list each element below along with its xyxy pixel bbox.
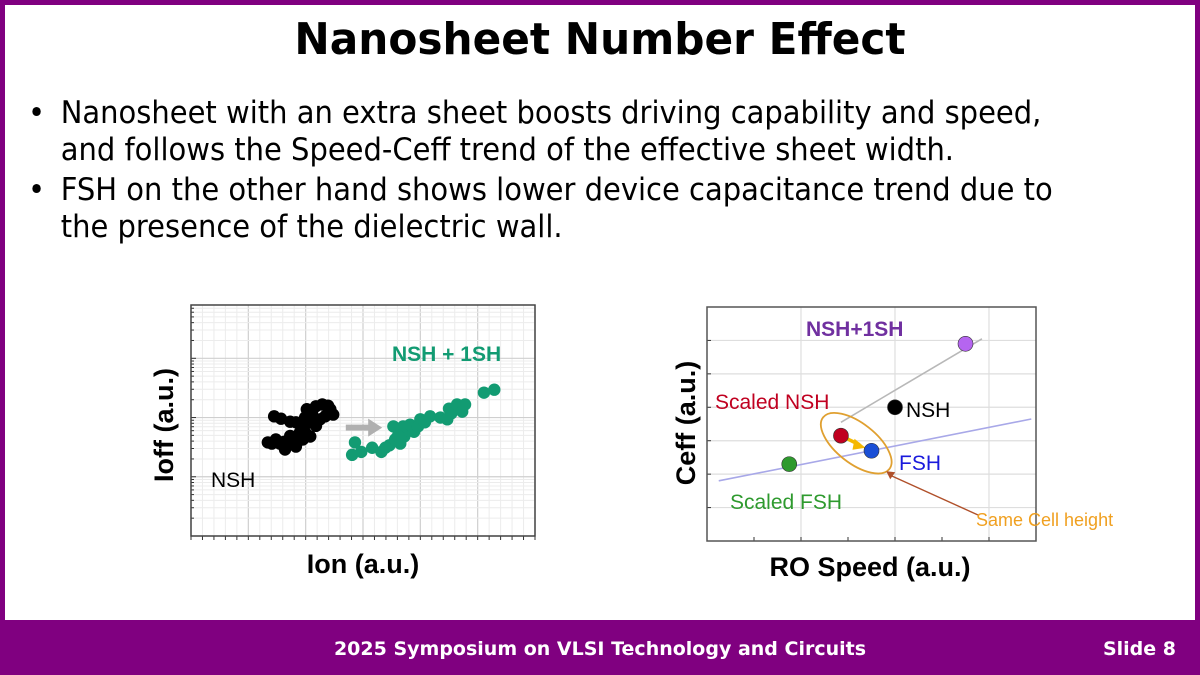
slide-number: Slide 8 bbox=[1102, 638, 1176, 660]
label-nsh-1sh: NSH+1SH bbox=[806, 318, 903, 341]
annotations bbox=[820, 412, 979, 516]
bullet-line: FSH on the other hand shows lower device… bbox=[60, 172, 1053, 208]
shift-arrow-head bbox=[852, 438, 866, 450]
bullet-line: and follows the Speed-Ceff trend of the … bbox=[60, 132, 955, 168]
slide-title: Nanosheet Number Effect bbox=[294, 14, 906, 65]
arrow-shaft bbox=[345, 424, 371, 431]
nsh-1sh-point bbox=[348, 436, 362, 449]
label-scaled-nsh: Scaled NSH bbox=[715, 391, 829, 414]
plot-frame bbox=[706, 306, 1037, 542]
scatter-points bbox=[261, 383, 501, 462]
nsh-1sh-point bbox=[391, 429, 405, 443]
ceff-ro-speed-chart: NSH+1SH NSH Scaled NSH FSH Scaled FSH Sa… bbox=[671, 306, 1113, 582]
nsh-1sh-point bbox=[477, 386, 491, 399]
bullet-line: Nanosheet with an extra sheet boosts dri… bbox=[60, 95, 1042, 131]
x-axis-label: Ion (a.u.) bbox=[307, 549, 419, 579]
scaled-fsh-point bbox=[781, 456, 798, 472]
fsh-point bbox=[863, 442, 880, 459]
nsh-1sh-point bbox=[488, 383, 501, 396]
nsh-1sh-point bbox=[423, 410, 437, 423]
scatter-points bbox=[781, 335, 974, 472]
arrow-head bbox=[368, 418, 383, 437]
footer-bar: 2025 Symposium on VLSI Technology and Ci… bbox=[0, 620, 1200, 675]
chart-grid bbox=[707, 307, 1036, 541]
nsh-1sh-point bbox=[957, 335, 974, 352]
nsh-1sh-point bbox=[458, 398, 472, 411]
plot-frame bbox=[190, 304, 536, 537]
nsh-1sh-point bbox=[355, 445, 368, 459]
y-axis-label: Ceff (a.u.) bbox=[671, 361, 701, 486]
label-fsh: FSH bbox=[899, 452, 941, 475]
x-axis-label: RO Speed (a.u.) bbox=[769, 552, 970, 582]
scaled-nsh-point bbox=[833, 427, 849, 444]
ioff-ion-chart: NSH + 1SH NSH Ion (a.u.) Ioff (a.u.) bbox=[149, 304, 536, 579]
point-labels: NSH+1SH NSH Scaled NSH FSH Scaled FSH Sa… bbox=[715, 318, 1113, 530]
label-scaled-fsh: Scaled FSH bbox=[730, 491, 842, 514]
bullet-marker: • bbox=[28, 172, 46, 208]
label-nsh: NSH bbox=[906, 399, 950, 422]
label-nsh-1sh: NSH + 1SH bbox=[392, 343, 501, 366]
nsh-point bbox=[304, 416, 317, 429]
callout-arrow-line bbox=[889, 474, 979, 516]
same-cell-ellipse bbox=[820, 412, 893, 475]
nsh-1sh-point bbox=[445, 407, 458, 420]
chart-grid bbox=[190, 305, 536, 537]
y-axis-label: Ioff (a.u.) bbox=[149, 368, 179, 482]
nsh-1sh-point bbox=[379, 441, 392, 454]
callout-arrow-head bbox=[886, 471, 896, 480]
trend-line bbox=[840, 338, 983, 424]
bullet-item: • FSH on the other hand shows lower devi… bbox=[28, 172, 1200, 246]
bullet-item: • Nanosheet with an extra sheet boosts d… bbox=[28, 95, 1200, 169]
shift-arrow bbox=[345, 418, 383, 437]
nsh-point bbox=[269, 433, 283, 446]
bullet-marker: • bbox=[28, 95, 46, 131]
nsh-point bbox=[887, 399, 903, 416]
nsh-1sh-point bbox=[387, 420, 400, 433]
label-nsh: NSH bbox=[211, 469, 255, 492]
bullet-list: • Nanosheet with an extra sheet boosts d… bbox=[28, 95, 1188, 249]
label-same-cell-height: Same Cell height bbox=[976, 510, 1113, 530]
bullet-line: the presence of the dielectric wall. bbox=[60, 209, 563, 245]
footer-conference: 2025 Symposium on VLSI Technology and Ci… bbox=[333, 638, 867, 660]
